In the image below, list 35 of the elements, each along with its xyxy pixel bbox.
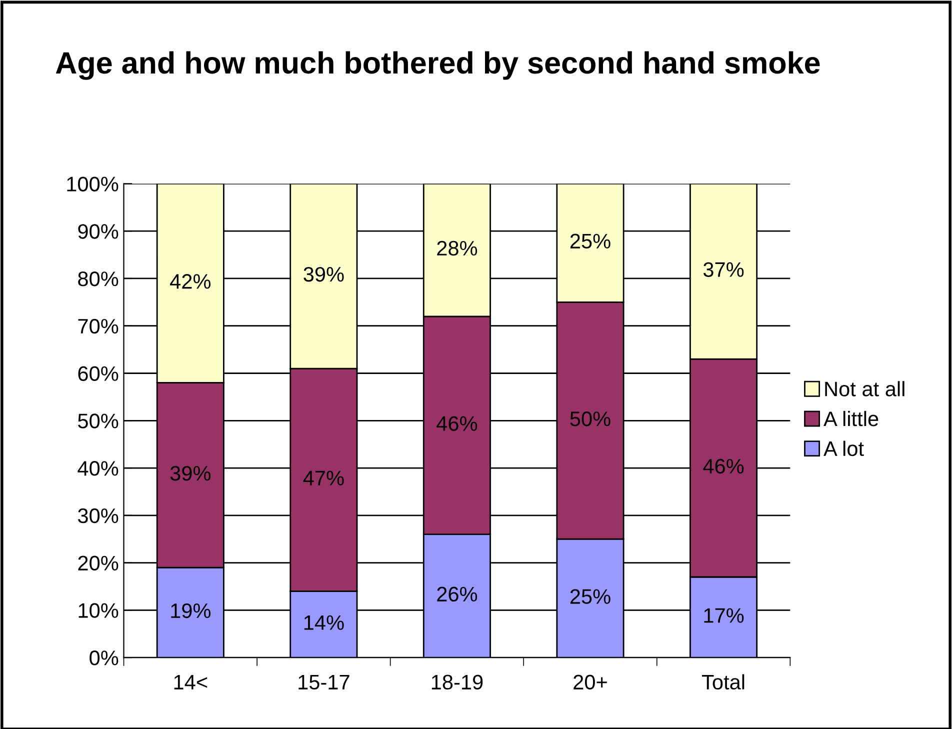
y-tick-label: 0% [90, 650, 118, 666]
y-tick-label: 80% [78, 271, 118, 286]
y-tick-label: 20% [78, 556, 118, 571]
data-label: 50% [570, 411, 610, 426]
data-label: 17% [704, 608, 744, 623]
x-tick-label: 14< [174, 674, 208, 690]
x-tick-label: 15-17 [298, 674, 350, 690]
data-label: 39% [304, 266, 344, 282]
y-tick-label: 100% [67, 176, 118, 192]
y-tick-label: 50% [78, 414, 118, 428]
legend-label: A lot [824, 440, 864, 456]
data-label: 14% [304, 615, 344, 630]
x-tick-label: 18-19 [432, 674, 483, 690]
data-label: 19% [171, 603, 211, 618]
x-tick-label: 20+ [574, 674, 607, 690]
chart-title: Age and how much bothered by second hand smoke [56, 51, 820, 80]
y-tick-label: 40% [78, 461, 118, 476]
data-label: 26% [437, 586, 478, 602]
y-tick-label: 70% [78, 318, 118, 334]
y-tick-label: 60% [78, 366, 118, 381]
data-label: 28% [437, 240, 478, 256]
data-label: 25% [570, 234, 610, 249]
x-tick-label: Total [702, 674, 744, 690]
data-label: 47% [303, 470, 344, 486]
data-label: 46% [436, 416, 478, 431]
legend-label: Not at all [825, 381, 904, 396]
data-label: 37% [703, 262, 744, 277]
data-label: 46% [703, 458, 744, 474]
y-tick-label: 90% [78, 224, 118, 239]
data-label: 39% [170, 466, 211, 481]
y-tick-label: 10% [78, 603, 118, 618]
legend-label: A little [824, 410, 878, 426]
y-tick-label: 30% [78, 508, 118, 524]
data-label: 42% [170, 274, 211, 289]
data-label: 25% [570, 589, 610, 604]
